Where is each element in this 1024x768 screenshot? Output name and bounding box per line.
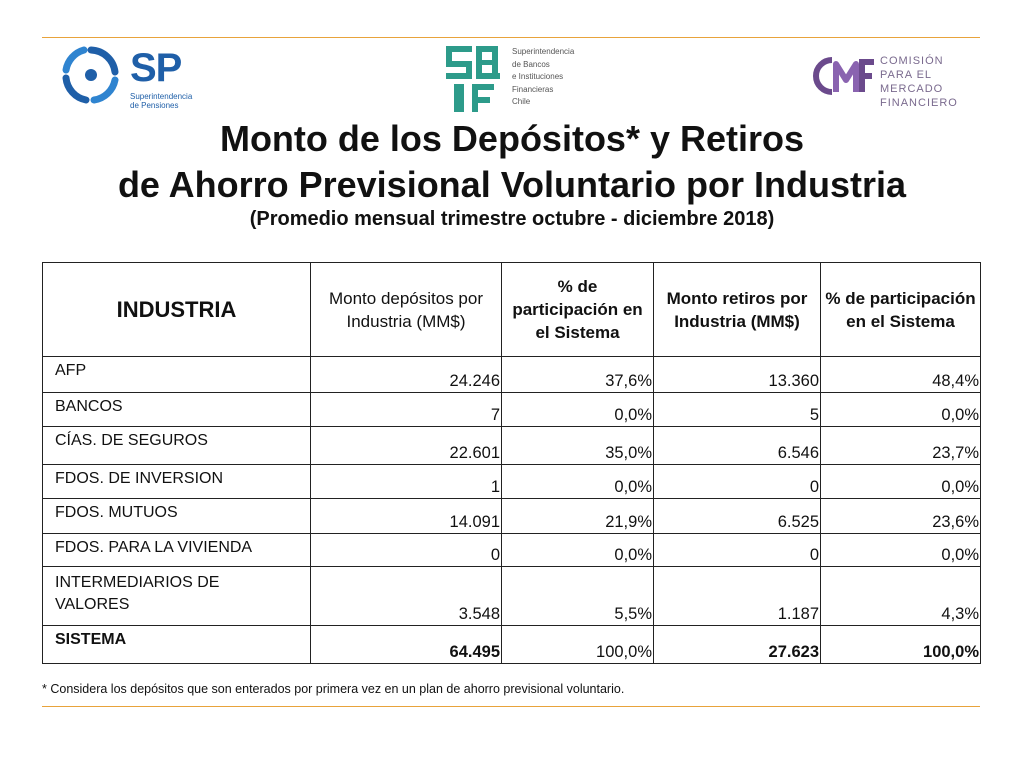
cell-pct-retiros: 48,4% [820,356,981,393]
sbif-emblem-icon [446,46,500,112]
cell-retiros: 0 [653,464,821,499]
cell-industria-total: SISTEMA [42,625,311,664]
sbif-logo-text: Superintendencia de Bancos e Institucion… [512,47,575,106]
cell-pct-depositos: 37,6% [501,356,654,393]
cell-retiros: 6.525 [653,498,821,534]
cell-pct-retiros: 23,7% [820,426,981,465]
table-row: FDOS. DE INVERSION 1 0,0% 0 0,0% [42,464,981,499]
cell-pct-retiros: 23,6% [820,498,981,534]
header-monto-retiros: Monto retiros por Industria (MM$) [653,262,821,357]
cell-pct-retiros: 4,3% [820,566,981,626]
cell-industria: INTERMEDIARIOS DE VALORES [42,566,311,626]
cell-pct-retiros: 0,0% [820,392,981,427]
header-monto-depositos: Monto depósitos por Industria (MM$) [310,262,502,357]
cell-industria: AFP [42,356,311,393]
cmf-logo: COMISIÓN PARA EL MERCADO FINANCIERO [812,44,972,114]
cell-pct-depositos: 5,5% [501,566,654,626]
table-row: AFP 24.246 37,6% 13.360 48,4% [42,356,981,393]
cell-retiros: 1.187 [653,566,821,626]
cell-pct-retiros: 0,0% [820,533,981,567]
sp-logo-text: Superintendencia de Pensiones [130,92,193,110]
sp-emblem-icon [62,46,119,104]
cell-pct-depositos: 0,0% [501,464,654,499]
cell-pct-depositos: 0,0% [501,533,654,567]
cell-depositos-total: 64.495 [310,625,502,664]
page-subtitle: (Promedio mensual trimestre octubre - di… [249,208,775,230]
cell-pct-retiros-total: 100,0% [820,625,981,664]
sp-logo: SP Superintendencia de Pensiones [58,42,218,112]
cell-pct-retiros: 0,0% [820,464,981,499]
cell-depositos: 3.548 [310,566,502,626]
cell-retiros: 13.360 [653,356,821,393]
cell-retiros: 0 [653,533,821,567]
table-row: CÍAS. DE SEGUROS 22.601 35,0% 6.546 23,7… [42,426,981,465]
data-table: INDUSTRIA Monto depósitos por Industria … [42,262,981,664]
page-title-line1: Monto de los Depósitos* y Retiros [219,118,805,159]
page-title-line2: de Ahorro Previsional Voluntario por Ind… [117,164,907,205]
table-row: FDOS. MUTUOS 14.091 21,9% 6.525 23,6% [42,498,981,534]
cell-pct-depositos: 35,0% [501,426,654,465]
cell-retiros: 5 [653,392,821,427]
header-pct-retiros: % de participación en el Sistema [820,262,981,357]
bottom-divider [42,706,980,707]
sbif-logo: Superintendencia de Bancos e Institucion… [444,44,584,114]
table-row: BANCOS 7 0,0% 5 0,0% [42,392,981,427]
cell-retiros: 6.546 [653,426,821,465]
cell-industria: BANCOS [42,392,311,427]
cell-industria: FDOS. PARA LA VIVIENDA [42,533,311,567]
cmf-logo-text: COMISIÓN PARA EL MERCADO FINANCIERO [880,55,958,109]
cell-retiros-total: 27.623 [653,625,821,664]
cell-industria: CÍAS. DE SEGUROS [42,426,311,465]
cell-pct-depositos: 21,9% [501,498,654,534]
cell-pct-depositos: 0,0% [501,392,654,427]
cell-depositos: 14.091 [310,498,502,534]
header-industria: INDUSTRIA [42,262,311,357]
cell-industria: FDOS. MUTUOS [42,498,311,534]
cell-industria: FDOS. DE INVERSION [42,464,311,499]
top-divider [42,37,980,38]
table-row: FDOS. PARA LA VIVIENDA 0 0,0% 0 0,0% [42,533,981,567]
table-total-row: SISTEMA 64.495 100,0% 27.623 100,0% [42,625,981,664]
cell-depositos: 24.246 [310,356,502,393]
footnote: * Considera los depósitos que son entera… [42,682,625,696]
sp-logo-mark: SP [130,46,182,90]
cell-depositos: 22.601 [310,426,502,465]
table-header-row: INDUSTRIA Monto depósitos por Industria … [42,262,981,357]
cell-depositos: 0 [310,533,502,567]
cell-pct-depositos-total: 100,0% [501,625,654,664]
table-row: INTERMEDIARIOS DE VALORES 3.548 5,5% 1.1… [42,566,981,626]
cmf-emblem-icon [813,57,874,95]
cell-depositos: 1 [310,464,502,499]
cell-depositos: 7 [310,392,502,427]
header-pct-depositos: % de participación en el Sistema [501,262,654,357]
